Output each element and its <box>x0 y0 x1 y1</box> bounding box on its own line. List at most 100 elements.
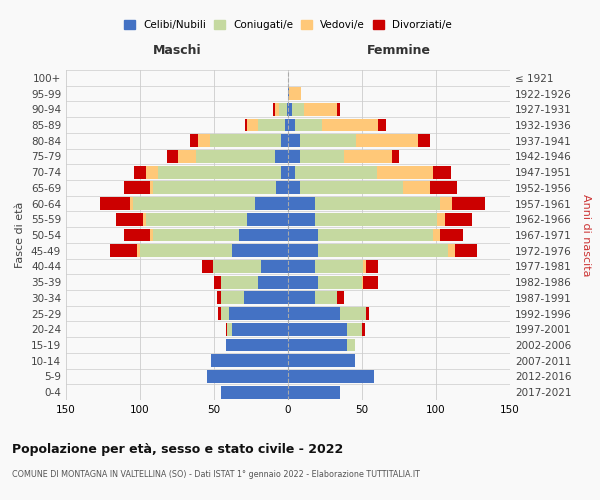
Bar <box>275 103 279 116</box>
Bar <box>221 292 244 304</box>
Bar <box>232 323 288 336</box>
Bar <box>154 182 276 194</box>
Text: Maschi: Maschi <box>152 44 202 58</box>
Text: COMUNE DI MONTAGNA IN VALTELLINA (SO) - Dati ISTAT 1° gennaio 2022 - Elaborazion: COMUNE DI MONTAGNA IN VALTELLINA (SO) - … <box>12 470 420 479</box>
Bar <box>221 386 288 398</box>
Bar <box>317 276 362 288</box>
Bar <box>288 87 289 100</box>
Y-axis label: Fasce di età: Fasce di età <box>16 202 25 268</box>
Bar <box>110 244 137 257</box>
Bar <box>433 166 451 178</box>
Bar <box>314 292 337 304</box>
Bar <box>247 213 288 226</box>
Bar <box>198 134 209 147</box>
Bar <box>221 276 259 288</box>
Bar <box>275 150 288 163</box>
Bar <box>300 182 403 194</box>
Bar <box>151 182 154 194</box>
Bar <box>143 213 146 226</box>
Bar <box>378 118 386 132</box>
Bar <box>259 276 288 288</box>
Bar <box>276 182 288 194</box>
Bar <box>288 276 317 288</box>
Bar <box>196 150 275 163</box>
Bar <box>288 292 314 304</box>
Bar <box>288 166 295 178</box>
Bar <box>211 354 288 367</box>
Bar <box>167 150 178 163</box>
Bar <box>344 150 392 163</box>
Bar <box>229 307 288 320</box>
Bar <box>288 338 347 351</box>
Bar <box>226 323 227 336</box>
Bar <box>281 134 288 147</box>
Bar <box>364 276 378 288</box>
Text: Femmine: Femmine <box>367 44 431 58</box>
Bar <box>392 150 399 163</box>
Bar <box>440 197 452 210</box>
Bar <box>154 228 239 241</box>
Bar <box>367 307 370 320</box>
Bar <box>289 87 301 100</box>
Bar <box>322 118 378 132</box>
Bar <box>314 213 437 226</box>
Bar <box>221 307 229 320</box>
Bar <box>430 182 457 194</box>
Bar <box>304 103 337 116</box>
Bar <box>158 166 281 178</box>
Bar <box>455 244 478 257</box>
Bar <box>151 228 154 241</box>
Bar <box>140 244 232 257</box>
Bar <box>288 386 340 398</box>
Text: Popolazione per età, sesso e stato civile - 2022: Popolazione per età, sesso e stato civil… <box>12 442 343 456</box>
Bar <box>217 292 221 304</box>
Bar <box>281 166 288 178</box>
Bar <box>452 197 485 210</box>
Bar <box>116 213 143 226</box>
Bar <box>239 228 288 241</box>
Bar <box>288 134 300 147</box>
Bar <box>367 260 378 273</box>
Bar <box>340 307 367 320</box>
Bar <box>448 244 455 257</box>
Bar <box>347 323 362 336</box>
Bar <box>362 323 365 336</box>
Bar <box>227 323 232 336</box>
Bar <box>209 134 281 147</box>
Bar <box>440 228 463 241</box>
Bar <box>300 150 344 163</box>
Bar <box>288 228 317 241</box>
Bar <box>232 244 288 257</box>
Bar <box>347 338 355 351</box>
Bar <box>337 103 340 116</box>
Y-axis label: Anni di nascita: Anni di nascita <box>581 194 591 276</box>
Bar <box>124 228 151 241</box>
Bar <box>214 276 221 288</box>
Bar <box>202 260 212 273</box>
Bar <box>288 150 300 163</box>
Bar <box>377 166 433 178</box>
Bar <box>445 213 472 226</box>
Bar <box>259 118 285 132</box>
Bar <box>362 276 364 288</box>
Bar <box>292 103 304 116</box>
Bar <box>288 213 314 226</box>
Bar <box>245 118 247 132</box>
Bar <box>314 197 440 210</box>
Bar <box>295 166 377 178</box>
Bar <box>287 103 288 116</box>
Bar <box>212 260 262 273</box>
Bar <box>100 197 130 210</box>
Bar <box>247 118 259 132</box>
Bar <box>295 118 322 132</box>
Bar <box>356 134 418 147</box>
Bar <box>134 166 146 178</box>
Bar <box>146 166 158 178</box>
Bar <box>146 213 247 226</box>
Bar <box>218 307 221 320</box>
Bar <box>317 244 448 257</box>
Bar <box>300 134 356 147</box>
Bar <box>273 103 275 116</box>
Bar <box>130 197 133 210</box>
Bar <box>133 197 256 210</box>
